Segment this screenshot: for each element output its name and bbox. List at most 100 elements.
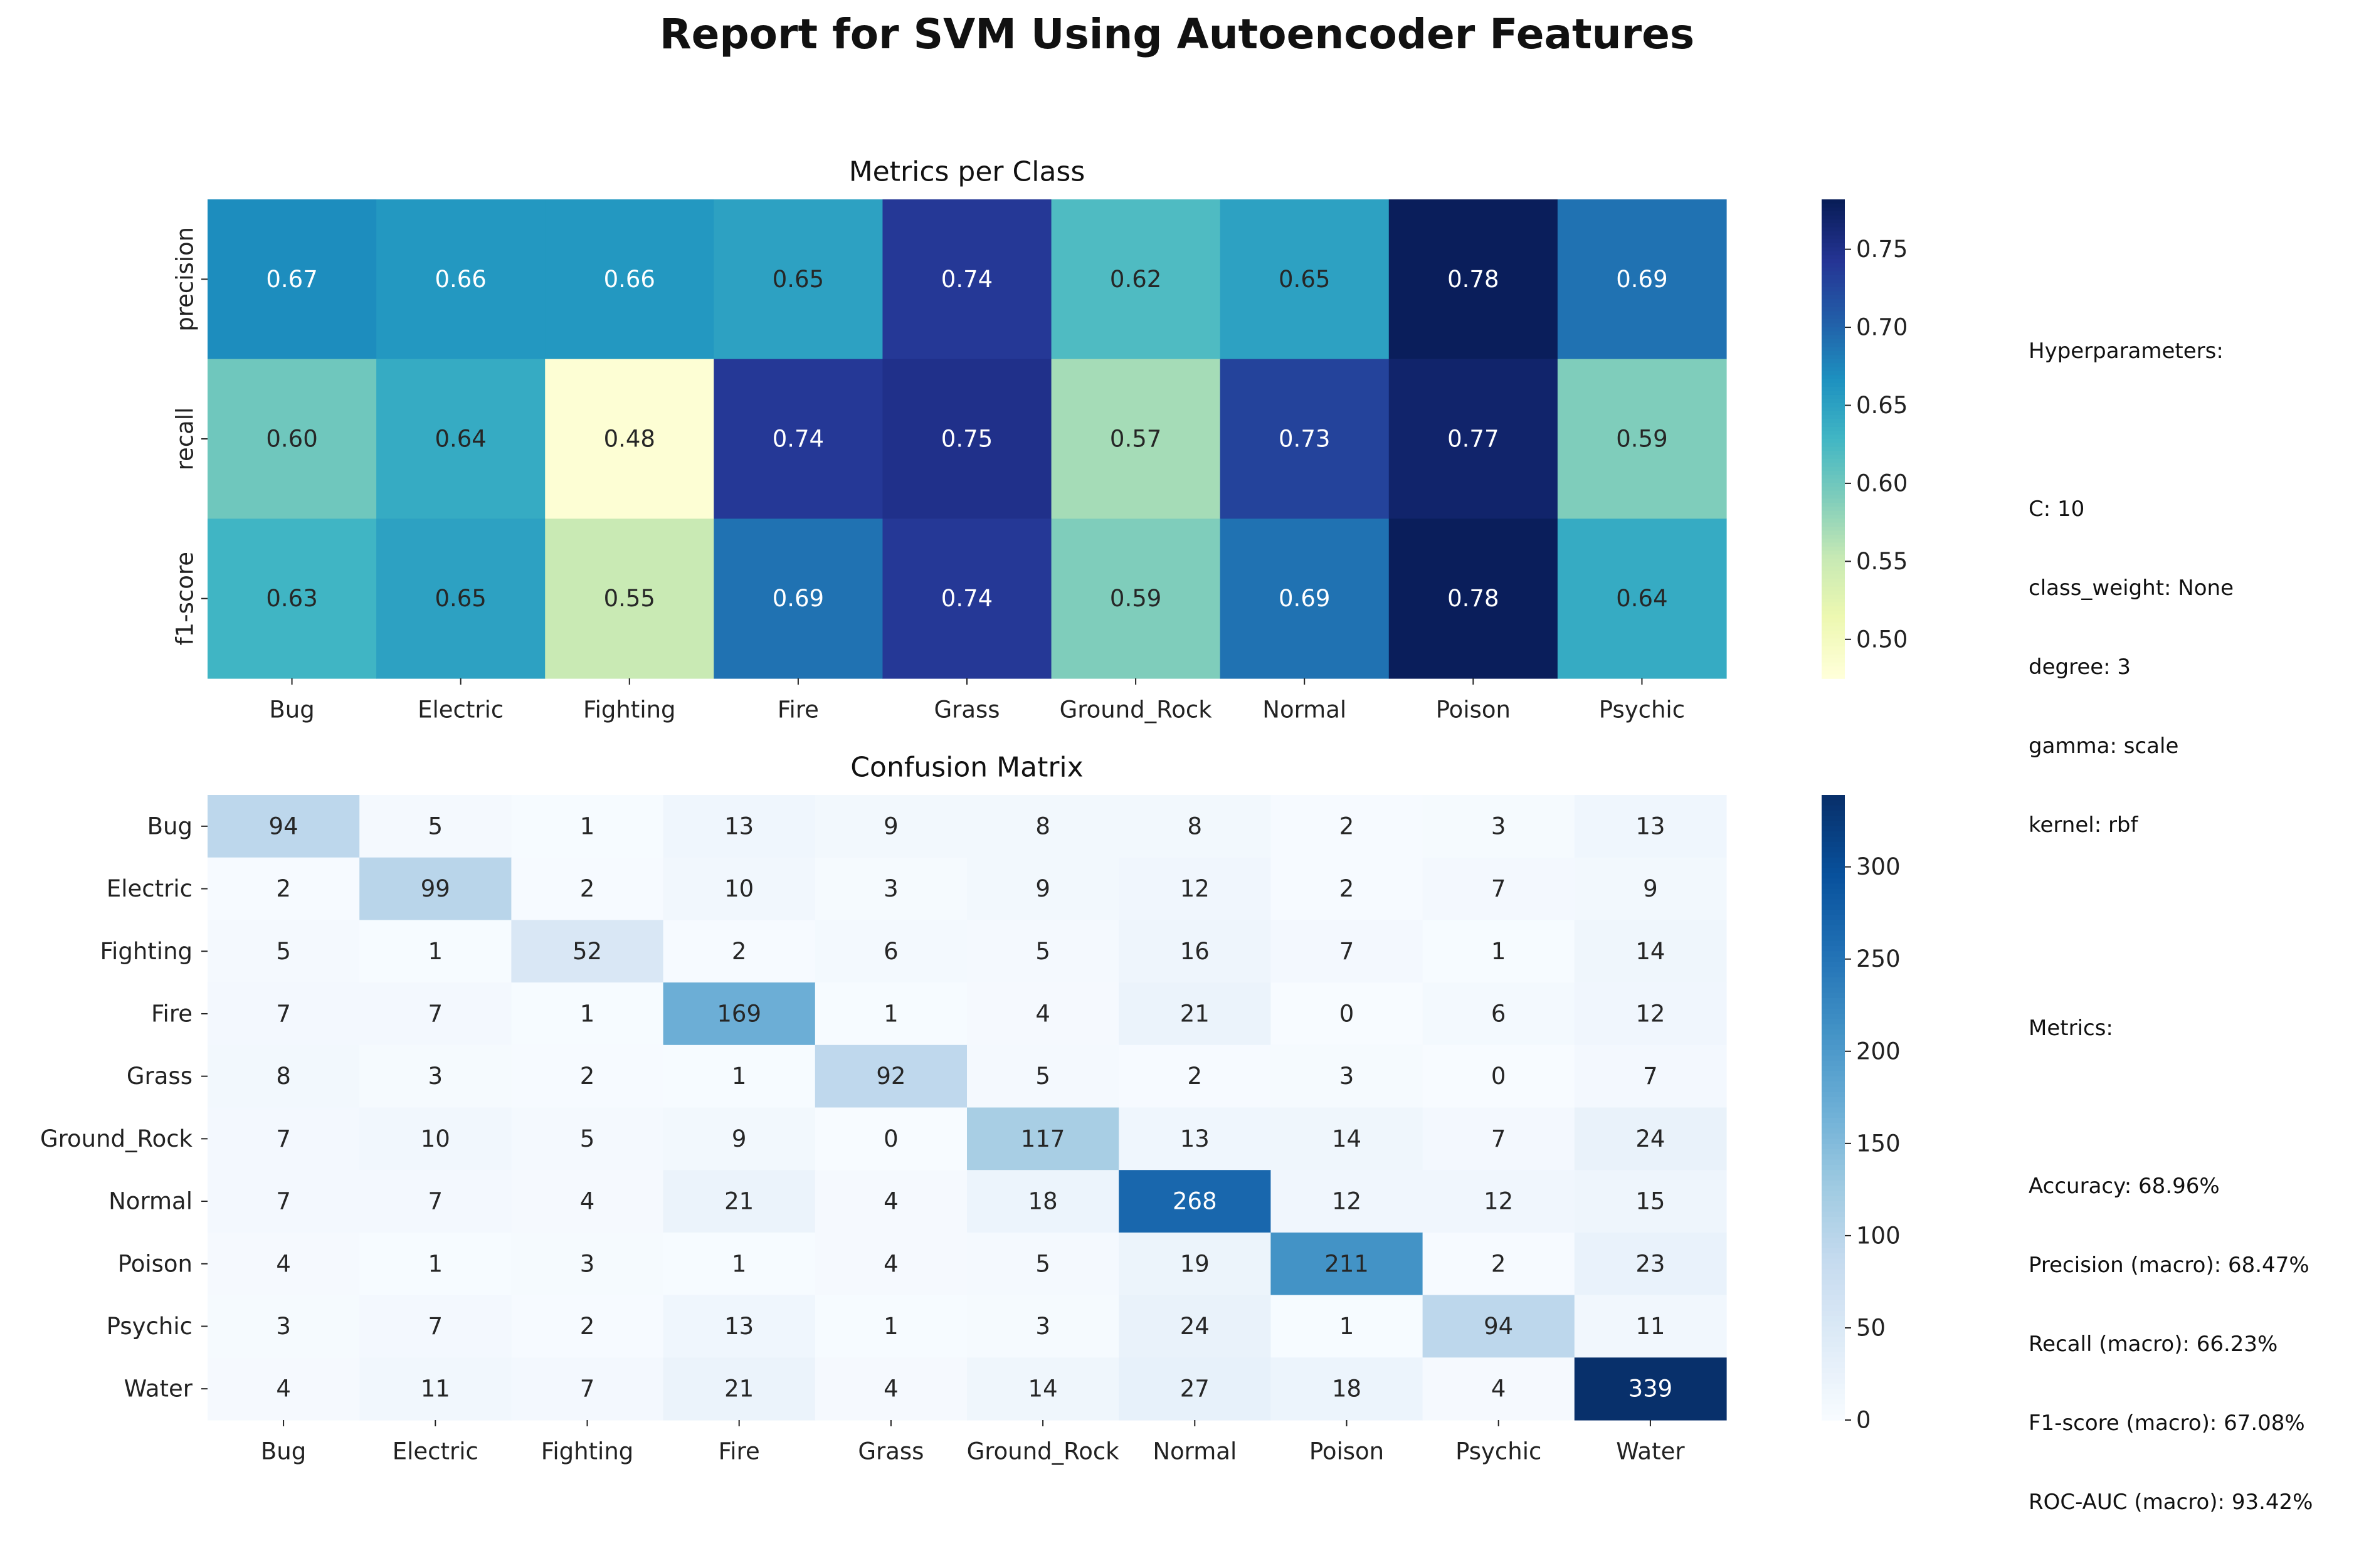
colorbar-segment	[1822, 1269, 1845, 1275]
cell-value-label: 1	[580, 1000, 595, 1027]
colorbar-segment	[1822, 251, 1845, 256]
heatmap-cell	[967, 1107, 1119, 1171]
heatmap-cell	[663, 1357, 816, 1421]
heatmap-cell	[511, 1232, 664, 1296]
heatmap-cell	[1119, 920, 1271, 983]
x-tick-label: Normal	[1153, 1438, 1237, 1465]
colorbar-segment	[1822, 215, 1845, 220]
colorbar-segment	[1822, 1315, 1845, 1322]
colorbar-segment	[1822, 350, 1845, 356]
colorbar-segment	[1822, 574, 1845, 579]
colorbar-segment	[1822, 1347, 1845, 1353]
heatmap-cell	[511, 1107, 664, 1171]
x-tick-label: Electric	[418, 697, 504, 723]
heatmap-cell	[545, 359, 714, 519]
colorbar-segment	[1822, 554, 1845, 559]
colorbar-segment	[1822, 863, 1845, 869]
heatmap-cell	[208, 1357, 360, 1421]
colorbar-segment	[1822, 626, 1845, 631]
colorbar-segment	[1822, 1305, 1845, 1312]
cell-value-label: 12	[1635, 1000, 1665, 1027]
cell-value-label: 10	[724, 875, 754, 902]
colorbar-segment	[1822, 534, 1845, 539]
colorbar-segment	[1822, 1013, 1845, 1020]
heatmap-cell	[663, 1044, 816, 1108]
colorbar-segment	[1822, 836, 1845, 843]
colorbar-segment	[1822, 1222, 1845, 1228]
colorbar-segment	[1822, 562, 1845, 567]
heatmap-cell	[1422, 1107, 1575, 1171]
cell-value-label: 2	[580, 875, 595, 902]
colorbar-segment	[1822, 1357, 1845, 1364]
colorbar-segment	[1822, 1128, 1845, 1134]
heatmap-cell	[1220, 518, 1390, 679]
y-tick-label: Psychic	[107, 1313, 193, 1340]
colorbar-segment	[1822, 1263, 1845, 1270]
heatmap-cell	[208, 857, 360, 920]
cell-value-label: 0.73	[1279, 426, 1330, 453]
x-tick-label: Water	[1616, 1438, 1685, 1465]
colorbar-segment	[1822, 343, 1845, 348]
heatmap-cell	[208, 920, 360, 983]
colorbar-segment	[1822, 810, 1845, 817]
cell-value-label: 7	[1643, 1063, 1658, 1090]
cell-value-label: 1	[732, 1250, 747, 1277]
colorbar-segment	[1822, 622, 1845, 628]
colorbar-tick-label: 0.75	[1856, 236, 1908, 263]
cell-value-label: 3	[1491, 813, 1506, 839]
cell-value-label: 6	[884, 938, 899, 965]
colorbar-segment	[1822, 1248, 1845, 1254]
colorbar-segment	[1822, 1373, 1845, 1379]
colorbar-segment	[1822, 1097, 1845, 1103]
colorbar-segment	[1822, 1112, 1845, 1118]
colorbar-segment	[1822, 451, 1845, 456]
colorbar-segment	[1822, 243, 1845, 248]
colorbar-segment	[1822, 967, 1845, 973]
cell-value-label: 13	[1180, 1125, 1210, 1152]
colorbar-segment	[1822, 654, 1845, 659]
colorbar-segment	[1822, 458, 1845, 463]
heatmap-cell	[1557, 518, 1727, 679]
cell-value-label: 9	[884, 813, 899, 839]
heatmap-cell	[359, 1232, 512, 1296]
colorbar-segment	[1822, 602, 1845, 608]
heatmap-cell	[882, 199, 1052, 360]
heatmap-cell	[663, 982, 816, 1046]
cell-value-label: 1	[732, 1063, 747, 1090]
colorbar-segment	[1822, 335, 1845, 340]
colorbar-segment	[1822, 1243, 1845, 1249]
heatmap-cell	[663, 857, 816, 920]
heatmap-cell	[208, 199, 377, 360]
colorbar-segment	[1822, 582, 1845, 587]
colorbar-segment	[1822, 199, 1845, 204]
x-tick-label: Bug	[261, 1438, 306, 1465]
cell-value-label: 13	[1635, 813, 1665, 839]
heatmap-cell	[359, 795, 512, 858]
cell-value-label: 0.74	[773, 426, 824, 453]
colorbar-segment	[1822, 235, 1845, 240]
colorbar-segment	[1822, 1378, 1845, 1384]
colorbar-segment	[1822, 638, 1845, 643]
cell-value-label: 0.78	[1447, 266, 1499, 293]
cell-value-label: 7	[428, 1313, 443, 1340]
colorbar-segment	[1822, 1414, 1845, 1421]
colorbar-segment	[1822, 1034, 1845, 1041]
colorbar-segment	[1822, 371, 1845, 376]
colorbar-segment	[1822, 443, 1845, 448]
cell-value-label: 8	[1035, 813, 1050, 839]
cell-value-label: 2	[1188, 1063, 1203, 1090]
heatmap-cell	[545, 518, 714, 679]
colorbar-segment	[1822, 1196, 1845, 1202]
colorbar-segment	[1822, 363, 1845, 368]
colorbar-segment	[1822, 566, 1845, 571]
colorbar-segment	[1822, 847, 1845, 853]
colorbar-segment	[1822, 439, 1845, 444]
colorbar-segment	[1822, 658, 1845, 663]
metric-line: Precision (macro): 68.47%	[2029, 1253, 2309, 1278]
heatmap-cell	[967, 1232, 1119, 1296]
y-tick-label: Fire	[151, 1000, 193, 1027]
colorbar-segment	[1822, 1295, 1845, 1301]
colorbar-segment	[1822, 940, 1845, 947]
cell-value-label: 6	[1491, 1000, 1506, 1027]
cell-value-label: 0.65	[773, 266, 824, 293]
